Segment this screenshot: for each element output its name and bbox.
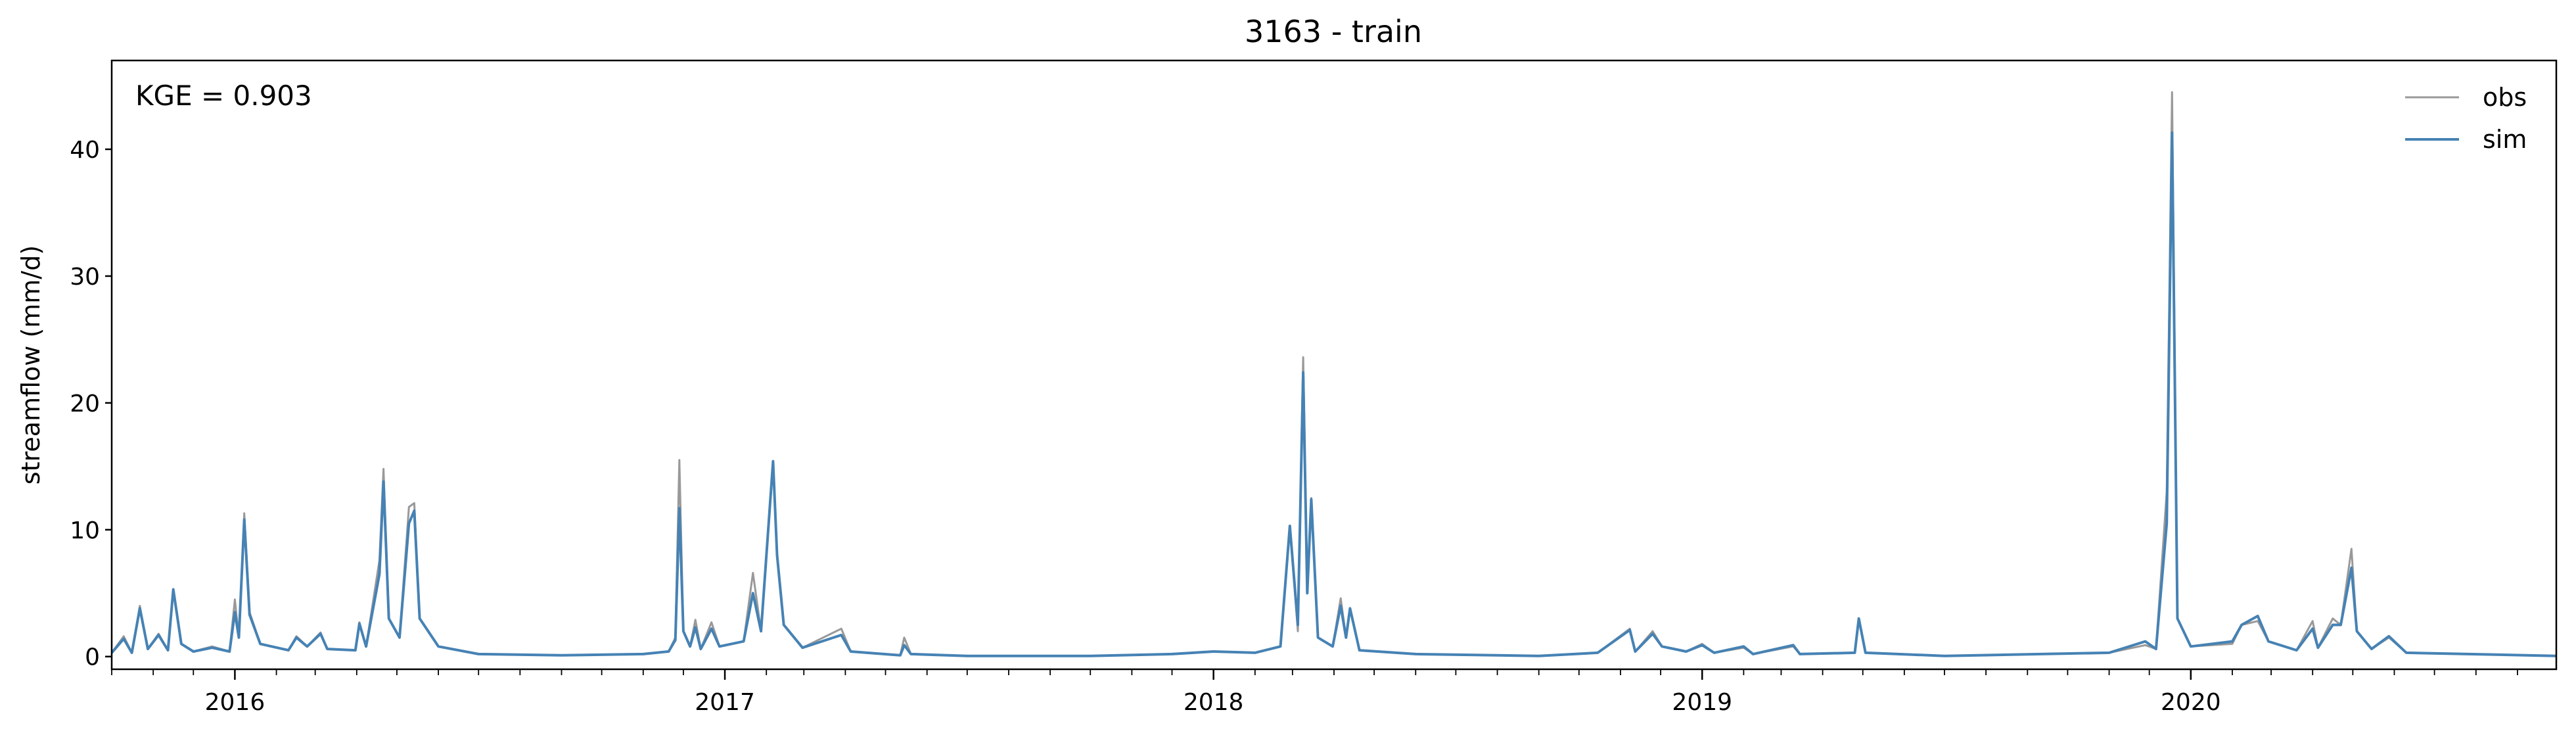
y-tick-label: 20 [70,391,100,417]
legend: obs sim [2405,83,2527,154]
x-tick-label: 2016 [205,689,265,716]
x-tick-label: 2019 [1672,689,1732,716]
y-axis: 0 10 20 30 40 [70,137,112,671]
x-tick-label: 2017 [695,689,755,716]
plot-area [112,91,2556,657]
kge-annotation: KGE = 0.903 [135,80,312,112]
y-tick-label: 30 [70,264,100,291]
y-tick-label: 0 [85,644,100,671]
series-obs-line [112,91,2556,657]
x-tick-label: 2020 [2161,689,2221,716]
x-axis: 2016 2017 2018 2019 2020 [111,669,2518,716]
y-tick-label: 40 [70,137,100,164]
x-tick-label: 2018 [1184,689,1244,716]
legend-sim-label: sim [2483,125,2527,154]
y-axis-label: streamflow (mm/d) [16,245,45,485]
series-sim-line [112,131,2556,657]
legend-obs-label: obs [2483,83,2527,112]
y-tick-label: 10 [70,517,100,544]
plot-frame [110,59,2558,671]
chart-title: 3163 - train [1245,14,1422,49]
